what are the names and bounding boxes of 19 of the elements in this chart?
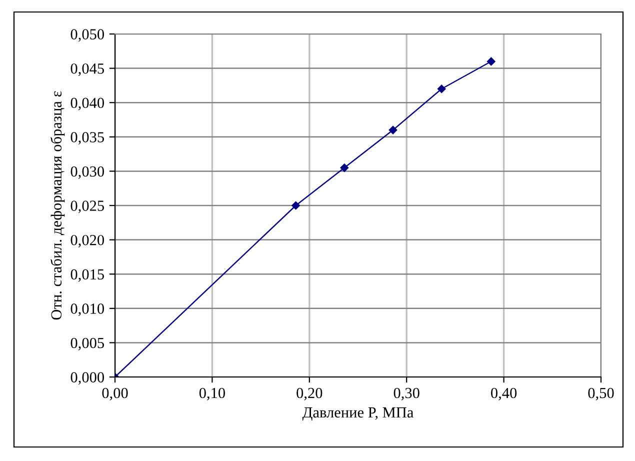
y-tick-label: 0,025 xyxy=(70,200,104,214)
y-tick-label: 0,035 xyxy=(70,132,104,145)
x-tick-label: 0,50 xyxy=(588,388,614,400)
y-tick-label: 0,045 xyxy=(70,63,104,76)
x-tick-label: 0,10 xyxy=(199,388,225,400)
y-tick-label: 0,000 xyxy=(70,372,104,385)
y-tick-label: 0,040 xyxy=(70,98,104,110)
y-tick-label: 0,010 xyxy=(70,304,104,316)
y-axis-title: Отн. стабил. деформация образца ε xyxy=(50,91,65,320)
x-tick-label: 0,40 xyxy=(491,388,517,400)
y-tick-label: 0,005 xyxy=(70,338,104,350)
x-tick-label: 0,20 xyxy=(296,388,322,400)
y-tick-label: 0,015 xyxy=(70,269,104,282)
x-tick-label: 0,00 xyxy=(102,388,128,400)
y-tick-label: 0,050 xyxy=(70,29,104,42)
y-tick-label: 0,020 xyxy=(70,234,104,248)
x-tick-label: 0,30 xyxy=(394,388,420,400)
x-axis-title: Давление P, МПа xyxy=(302,407,414,421)
y-tick-label: 0,030 xyxy=(70,166,104,179)
